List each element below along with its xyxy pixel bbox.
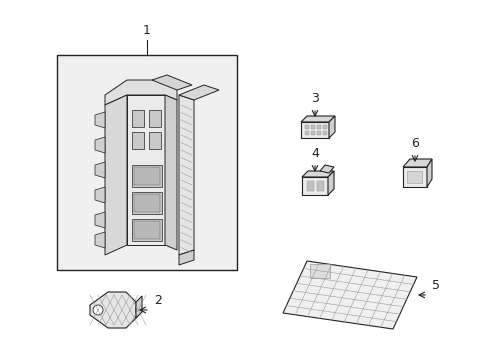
Polygon shape: [95, 162, 105, 178]
Polygon shape: [105, 80, 177, 105]
Bar: [132, 192, 162, 214]
Bar: [305, 131, 308, 135]
Polygon shape: [136, 296, 142, 318]
Bar: [310, 125, 314, 129]
Polygon shape: [319, 165, 333, 173]
Polygon shape: [95, 112, 105, 128]
Text: 2: 2: [154, 294, 162, 307]
Bar: [132, 110, 143, 127]
Text: 6: 6: [410, 137, 418, 150]
Bar: [316, 131, 320, 135]
Bar: [132, 219, 162, 241]
Polygon shape: [328, 116, 334, 138]
Polygon shape: [327, 171, 333, 195]
Bar: [310, 131, 314, 135]
Bar: [302, 177, 327, 195]
Bar: [149, 132, 161, 149]
Bar: [149, 110, 161, 127]
Polygon shape: [283, 261, 416, 329]
Text: 3: 3: [310, 92, 318, 105]
Bar: [402, 167, 426, 187]
Polygon shape: [302, 171, 333, 177]
Bar: [316, 125, 320, 129]
Bar: [309, 264, 329, 278]
Bar: [323, 125, 326, 129]
Bar: [132, 165, 162, 187]
Text: 1: 1: [143, 24, 151, 37]
Bar: [323, 131, 326, 135]
Polygon shape: [95, 232, 105, 248]
Bar: [305, 125, 308, 129]
Bar: [406, 171, 421, 183]
Polygon shape: [95, 187, 105, 203]
Circle shape: [93, 305, 103, 315]
Polygon shape: [90, 292, 136, 328]
Polygon shape: [301, 116, 334, 122]
Bar: [57, 55, 237, 270]
Polygon shape: [402, 159, 431, 167]
Polygon shape: [179, 95, 194, 255]
Bar: [132, 132, 143, 149]
Bar: [134, 221, 160, 239]
Polygon shape: [127, 95, 164, 245]
Polygon shape: [152, 75, 192, 90]
Text: 5: 5: [431, 279, 439, 292]
Bar: [306, 181, 313, 191]
Polygon shape: [164, 95, 177, 250]
Bar: [316, 181, 324, 191]
Polygon shape: [95, 137, 105, 153]
Bar: [301, 122, 328, 138]
Bar: [134, 194, 160, 212]
Polygon shape: [105, 95, 127, 255]
Polygon shape: [179, 250, 194, 265]
Polygon shape: [179, 85, 219, 100]
Polygon shape: [95, 212, 105, 228]
Polygon shape: [426, 159, 431, 187]
Bar: [134, 167, 160, 185]
Text: 4: 4: [310, 147, 318, 160]
